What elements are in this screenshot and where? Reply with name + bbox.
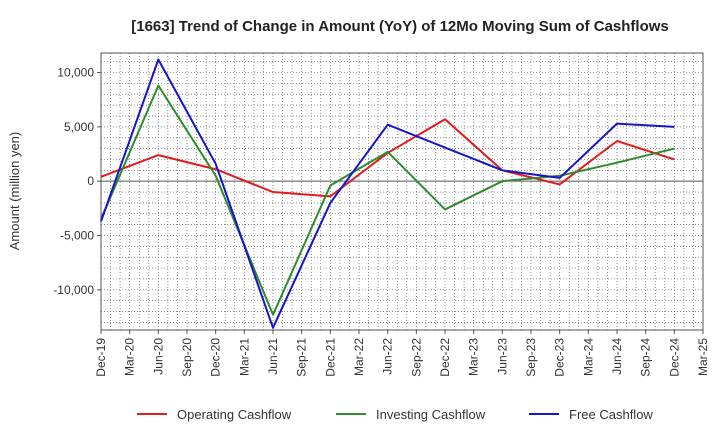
x-tick-label: Dec-20 [209,338,223,377]
x-tick-label: Dec-24 [667,338,681,377]
y-tick-label: -5,000 [60,228,94,242]
x-tick-label: Jun-23 [495,338,509,375]
x-tick-label: Sep-20 [180,338,194,377]
x-tick-label: Dec-23 [553,338,567,377]
x-tick-label: Dec-22 [438,338,452,377]
series-lines [100,58,675,329]
legend-label-free-cashflow: Free Cashflow [569,407,653,422]
legend: Operating Cashflow Investing Cashflow Free… [137,407,653,422]
y-tick-label: 5,000 [64,120,94,134]
x-tick-label: Mar-24 [581,338,595,376]
series-line-free-cashflow [100,58,675,329]
grid [101,53,703,330]
x-tick-label: Mar-23 [467,338,481,376]
y-tick-label: -10,000 [53,283,94,297]
legend-label-operating-cashflow: Operating Cashflow [177,407,292,422]
axes: 10,000 5,000 0 -5,000 -10,000 Dec-19 Mar-20 Jun… [53,66,710,377]
legend-label-investing-cashflow: Investing Cashflow [376,407,486,422]
x-tick-label: Sep-23 [524,338,538,377]
x-tick-label: Dec-19 [94,338,108,377]
x-tick-label: Jun-24 [610,338,624,375]
x-tick-label: Jun-20 [151,338,165,375]
x-tick-label: Mar-25 [696,338,710,376]
x-tick-label: Jun-21 [266,338,280,375]
x-tick-label: Mar-22 [352,338,366,376]
x-tick-label: Dec-21 [323,338,337,377]
y-tick-label: 0 [87,174,94,188]
x-tick-label: Mar-21 [237,338,251,376]
y-axis-label: Amount (million yen) [7,132,22,251]
x-tick-label: Sep-24 [639,338,653,377]
series-line-investing-cashflow [100,84,675,316]
chart-title: [1663] Trend of Change in Amount (YoY) o… [131,18,669,35]
x-tick-label: Jun-22 [381,338,395,375]
y-tick-label: 10,000 [57,66,94,80]
plot-frame [100,52,704,331]
x-tick-label: Mar-20 [123,338,137,376]
x-tick-label: Sep-22 [409,338,423,377]
x-tick-label: Sep-21 [295,338,309,377]
